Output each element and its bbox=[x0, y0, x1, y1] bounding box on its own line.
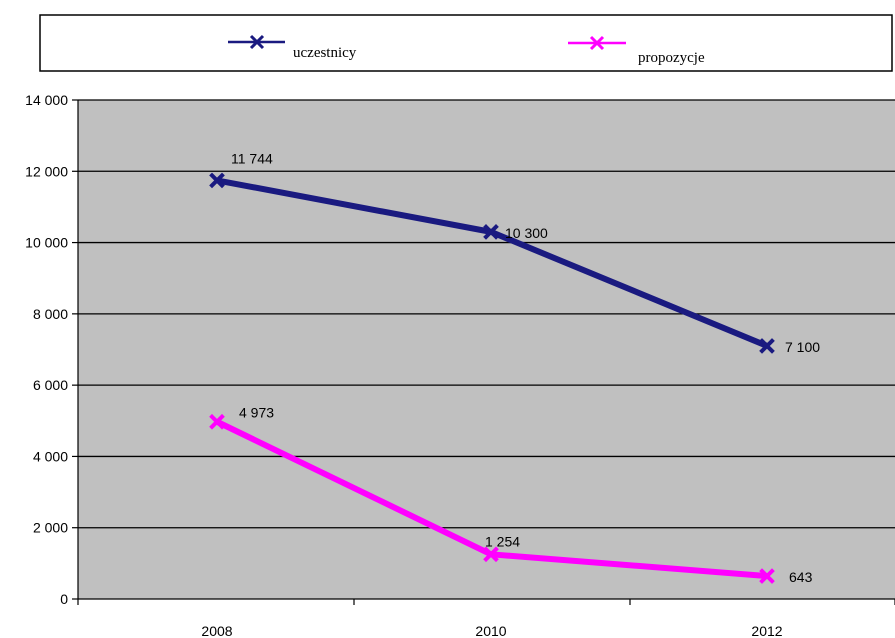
y-tick-label: 6 000 bbox=[33, 377, 68, 393]
data-labels: 11 744 10 300 7 100 4 973 1 254 643 bbox=[231, 150, 820, 585]
data-point-marker bbox=[483, 224, 499, 240]
series bbox=[209, 172, 775, 584]
y-tick-label: 12 000 bbox=[25, 163, 68, 179]
y-tick-label: 10 000 bbox=[25, 235, 68, 251]
data-label: 1 254 bbox=[485, 533, 520, 549]
legend: uczestnicy propozycje bbox=[39, 14, 893, 72]
data-label: 643 bbox=[789, 569, 813, 585]
data-point-marker bbox=[759, 568, 775, 584]
data-point-marker bbox=[483, 546, 499, 563]
x-tick-label: 2008 bbox=[201, 623, 232, 638]
legend-marker-propozycje-icon bbox=[589, 35, 605, 51]
y-tick-label: 0 bbox=[60, 591, 68, 607]
data-label: 11 744 bbox=[231, 150, 273, 166]
legend-label-uczestnicy: uczestnicy bbox=[293, 45, 357, 61]
data-point-marker bbox=[209, 413, 225, 430]
gridlines bbox=[78, 99, 895, 529]
y-tick-labels: 0 2 000 4 000 6 000 8 000 10 000 12 000 14 000 bbox=[25, 92, 68, 607]
y-tick-label: 14 000 bbox=[25, 92, 68, 108]
legend-label-propozycje: propozycje bbox=[638, 50, 705, 66]
data-label: 10 300 bbox=[505, 225, 548, 241]
data-point-marker bbox=[209, 172, 225, 189]
axes bbox=[72, 99, 895, 605]
y-tick-label: 4 000 bbox=[33, 448, 68, 464]
x-tick-labels: 2008 2010 2012 bbox=[201, 623, 782, 638]
legend-marker-uczestnicy-icon bbox=[249, 34, 265, 50]
data-label: 4 973 bbox=[239, 405, 274, 421]
data-point-marker bbox=[759, 338, 775, 354]
y-tick-label: 2 000 bbox=[33, 520, 68, 536]
data-label: 7 100 bbox=[785, 339, 820, 355]
x-tick-label: 2010 bbox=[475, 623, 506, 638]
x-tick-label: 2012 bbox=[751, 623, 782, 638]
y-tick-label: 8 000 bbox=[33, 306, 68, 322]
legend-box bbox=[39, 14, 893, 72]
